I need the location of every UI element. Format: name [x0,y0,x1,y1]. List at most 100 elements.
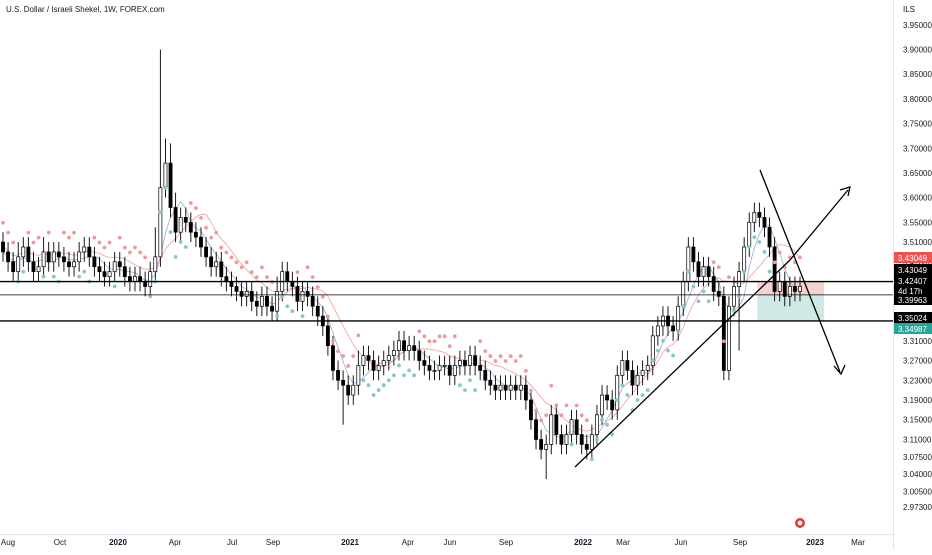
x-tick-label: Mar [851,538,865,547]
candle-body [397,340,401,351]
y-tick-label: 3.51000 [903,238,932,247]
sar-dot [366,383,371,388]
sar-dot [346,364,351,368]
sar-dot [371,393,376,397]
sar-dot [244,260,249,265]
candle-body [798,286,802,292]
candle-body [310,295,315,307]
price-badge [894,312,932,323]
sar-dot [290,309,295,314]
sar-dot [518,354,523,358]
sar-dot [407,368,412,373]
candle-body [178,217,183,233]
candle-body [412,345,417,351]
candle-body [615,374,620,411]
sar-dot [447,344,452,349]
sar-dot [315,285,320,289]
sar-dot [1,220,5,225]
candle-body [407,345,412,351]
y-tick-label: 3.19000 [903,396,932,405]
candle-body [127,276,132,282]
sar-dot [615,398,620,402]
sar-dot [77,274,82,279]
price-badge-label: 3.43049 [898,266,927,275]
sar-dot [26,230,31,235]
sar-dot [122,245,127,250]
sar-dot [204,225,208,230]
x-tick-label: Sep [733,538,748,547]
sar-dot [133,245,137,250]
sar-dot [46,230,51,235]
candle-body [742,246,747,273]
candle-body [204,246,208,258]
candle-body [605,394,610,401]
candle-body [229,281,234,287]
sar-dot [275,314,280,318]
sar-dot [107,240,112,245]
candle-body [193,231,198,238]
candle-body [716,291,721,297]
candle-body [46,251,51,263]
sar-dot [529,388,533,393]
y-tick-label: 3.95000 [903,21,932,30]
candle-body [787,286,792,297]
sar-dot [280,294,285,299]
candle-body [356,365,361,386]
sar-dot [138,250,142,255]
sar-dot [361,378,366,383]
candle-body [234,286,239,292]
sar-dot [336,349,340,354]
candle-body [762,217,767,228]
candle-body [767,226,772,248]
sar-dot [117,235,122,240]
price-badge-label: 3.43049 [898,254,927,263]
candle-body [600,394,604,416]
sar-dot [194,206,198,210]
candle-body [752,212,757,223]
candle-body [188,221,193,233]
down-arrow-head [833,364,846,376]
sar-dot [376,388,381,393]
up-arrow-shaft [789,189,849,261]
candle-body [214,261,219,268]
sar-dot [544,413,549,418]
x-tick-label: Apr [402,538,415,547]
candle-body [432,370,437,372]
candle-body [386,355,391,361]
y-tick-label: 3.11000 [903,435,932,444]
candle-body [620,360,625,376]
candle-body [295,286,300,302]
sar-dot [51,274,56,279]
descending-trend-arrow [759,169,841,373]
candle-body [610,399,615,411]
sar-dot [620,383,625,388]
y-tick-label: 3.70000 [903,144,932,153]
x-tick-label: 2022 [574,538,592,547]
candle-body [635,374,640,386]
candle-body [473,355,478,366]
candle-body [696,261,701,277]
candle-body [711,276,716,292]
sar-dot [417,329,422,334]
sar-dot [468,378,472,383]
sar-dot [579,413,584,418]
sar-dot [356,333,361,338]
candle-body [285,271,290,282]
candle-body [341,379,346,386]
sar-dot [635,398,640,402]
sar-dot [41,274,46,279]
candle-body [351,384,356,396]
candle-body [224,276,229,282]
candle-body [640,370,645,376]
candle-body [72,261,76,268]
y-tick-label: 3.07500 [903,453,932,462]
candle-body [737,271,742,287]
candle-body [483,370,488,381]
candle-body [747,221,752,248]
sar-dot [168,230,173,235]
sar-dot [625,393,630,397]
moving-average-line [2,214,801,432]
candle-body [417,350,422,361]
candle-body [36,266,41,273]
